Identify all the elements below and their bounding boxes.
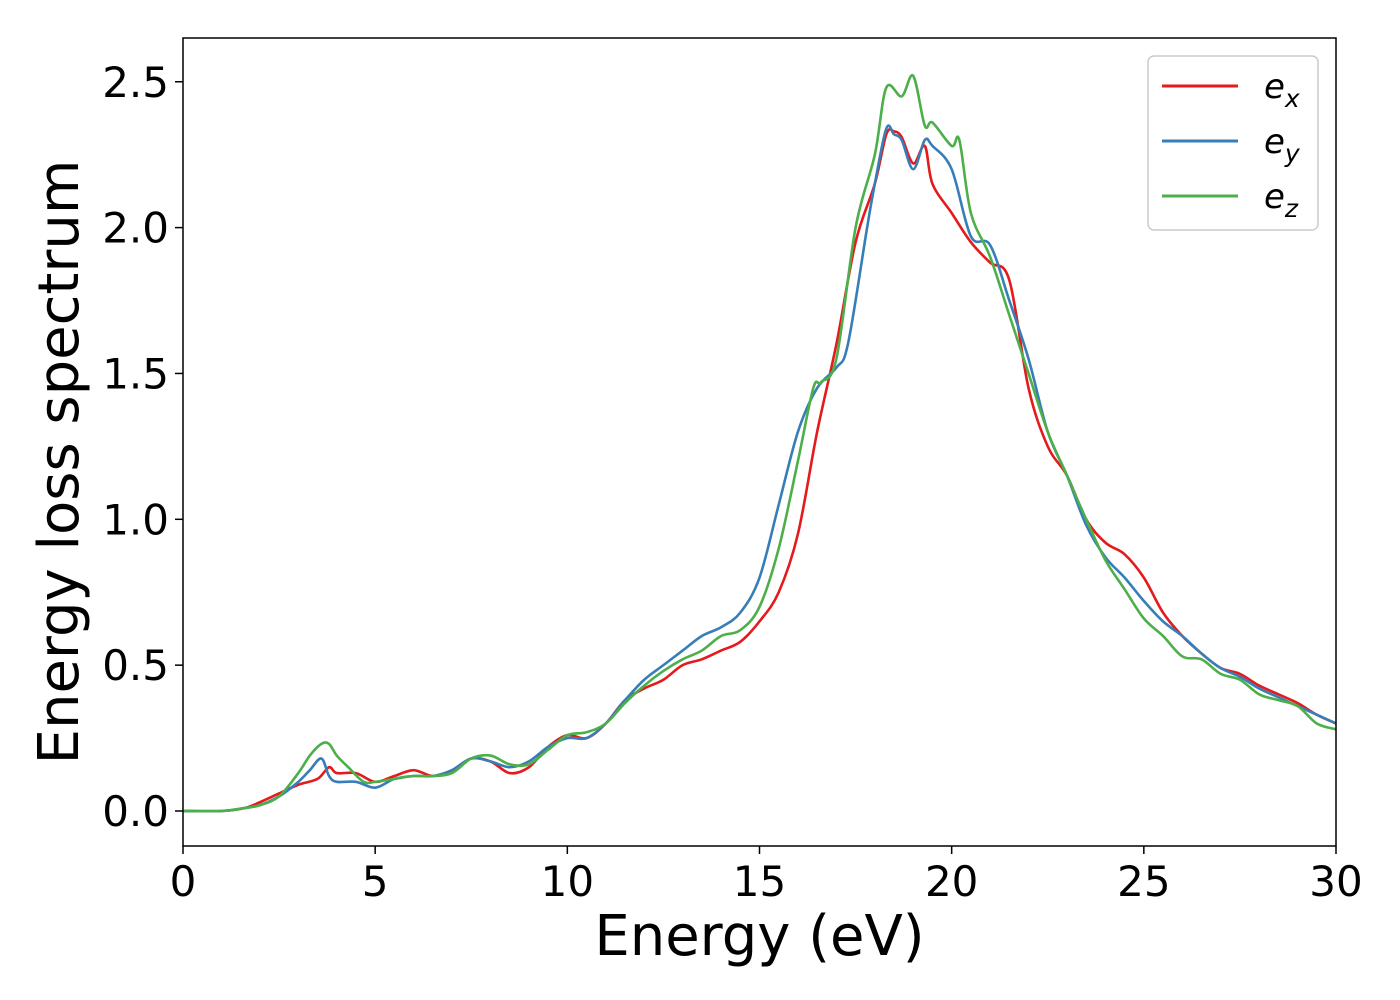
y-tick-label: 0.0 [102, 787, 169, 836]
y-tick-label: 0.5 [102, 641, 169, 690]
x-tick-label: 20 [925, 857, 978, 906]
series-line-y [183, 124, 1336, 813]
legend-label-x: ex [1264, 67, 1300, 113]
y-tick-label: 2.5 [102, 58, 169, 107]
x-tick-label: 10 [541, 857, 594, 906]
legend-label-y: ey [1264, 122, 1301, 168]
x-axis-ticks: 0 5 10 15 20 25 30 [170, 846, 1363, 906]
legend: ex ey ez [1147, 55, 1319, 231]
y-tick-label: 2.0 [102, 204, 169, 253]
x-tick-label: 15 [733, 857, 786, 906]
y-tick-label: 1.5 [102, 349, 169, 398]
series-line-x [183, 128, 1336, 813]
x-tick-label: 25 [1117, 857, 1170, 906]
x-tick-label: 5 [362, 857, 389, 906]
x-axis-label: Energy (eV) [594, 904, 924, 969]
x-tick-label: 0 [170, 857, 197, 906]
series-lines [183, 74, 1336, 813]
y-axis-label: Energy loss spectrum [27, 160, 92, 765]
y-tick-label: 1.0 [102, 495, 169, 544]
series-line-z [183, 74, 1336, 813]
x-tick-label: 30 [1309, 857, 1362, 906]
y-axis-ticks: 0.0 0.5 1.0 1.5 2.0 2.5 [102, 58, 183, 836]
plot-area [183, 38, 1336, 846]
legend-box [1147, 55, 1319, 231]
legend-label-z: ez [1264, 177, 1299, 223]
